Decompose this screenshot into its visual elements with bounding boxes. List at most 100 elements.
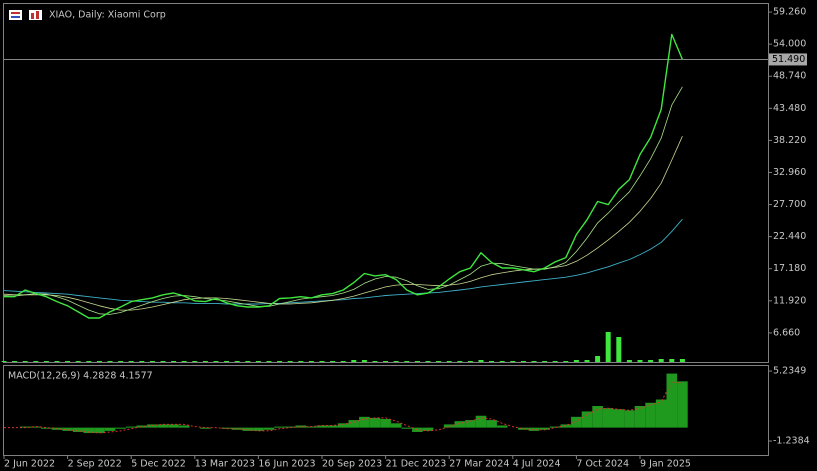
macd-bar [178, 425, 190, 428]
macd-bar [549, 426, 561, 428]
x-tick-label: 4 Jul 2024 [513, 459, 561, 470]
volume-bar [510, 361, 516, 362]
macd-bar [168, 424, 179, 428]
macd-bar [518, 427, 529, 430]
macd-bar [147, 424, 158, 428]
icon-part [11, 12, 20, 14]
volume-bar [626, 360, 632, 362]
price-line [3, 218, 683, 305]
volume-bar [531, 361, 537, 362]
volume-bar [563, 361, 569, 362]
y-tick-label: 59.260 [773, 7, 806, 18]
volume-bar [637, 360, 643, 362]
macd-bar [475, 415, 487, 428]
volume-bar [489, 361, 495, 362]
volume-bar [499, 361, 505, 362]
macd-bar [412, 427, 423, 432]
x-tick-label: 16 Jun 2023 [258, 459, 315, 470]
volume-bar [308, 361, 314, 362]
macd-bar [539, 427, 550, 430]
volume-bar [192, 361, 198, 362]
volume-bar [446, 361, 452, 362]
volume-bar [393, 361, 399, 362]
last-price-box [769, 53, 807, 66]
macd-bar [125, 426, 137, 428]
y-tick-label: 48.740 [773, 71, 806, 82]
volume-bar [330, 361, 336, 362]
volume-bar [573, 360, 579, 362]
y-tick-label: 27.700 [773, 199, 806, 210]
icon-part [31, 13, 34, 19]
volume-bar [213, 361, 219, 362]
macd-bar [253, 427, 264, 431]
volume-bar [658, 359, 664, 362]
volume-bar [605, 332, 611, 362]
volume-bar [128, 361, 134, 362]
price-line [3, 136, 683, 311]
volume-bar [266, 361, 272, 362]
signal-line [4, 381, 683, 434]
icon-part [11, 16, 20, 18]
volume-bar [54, 361, 60, 362]
y-tick-label: 54.000 [773, 39, 806, 50]
last-price-label: 51.490 [772, 54, 805, 65]
volume-bar [171, 361, 177, 362]
macd-bar [348, 420, 360, 428]
x-tick-label: 27 Mar 2024 [449, 459, 509, 470]
macd-bar [200, 427, 211, 429]
price-pane-frame [3, 3, 769, 363]
macd-bar [284, 426, 296, 428]
volume-bar [467, 361, 473, 362]
x-tick-label: 7 Oct 2024 [576, 459, 629, 470]
volume-bar [255, 361, 261, 362]
toolbar-icons [9, 10, 42, 20]
y-tick-label: 17.180 [773, 263, 806, 274]
macd-bar [634, 406, 646, 428]
chart-title: XIAO, Daily: Xiaomi Corp [49, 10, 166, 21]
volume-bar [224, 361, 230, 362]
y-tick-label: -1.2384 [773, 436, 810, 447]
macd-bar [327, 425, 338, 428]
y-tick-label: 22.440 [773, 231, 806, 242]
volume-bar [669, 359, 675, 362]
macd-bar [263, 427, 275, 430]
price-line [4, 33, 684, 319]
macd-bar [528, 427, 540, 431]
volume-bar [33, 361, 39, 362]
volume-bar [22, 361, 28, 362]
volume-bar [648, 360, 654, 362]
macd-bar [41, 427, 52, 429]
volume-bar [584, 360, 590, 362]
volume-bar [520, 361, 526, 362]
volume-bar [287, 361, 293, 362]
macd-bar [645, 402, 656, 428]
macd-bar [465, 420, 476, 428]
macd-bar [380, 418, 391, 428]
volume-bar [181, 361, 187, 362]
y-tick-label: 32.960 [773, 167, 806, 178]
y-tick-label: 6.660 [773, 327, 800, 338]
volume-bar [414, 361, 420, 362]
macd-bar [390, 423, 402, 428]
y-tick-label: 43.480 [773, 103, 806, 114]
x-tick-label: 5 Dec 2022 [131, 459, 186, 470]
volume-bar [12, 361, 18, 362]
x-tick-label: 20 Sep 2023 [322, 459, 382, 470]
icon [9, 10, 22, 20]
macd-bar [72, 427, 84, 432]
macd-bar [316, 425, 328, 428]
y-tick-label: 38.220 [773, 135, 806, 146]
macd-bar [666, 373, 678, 428]
macd-bar [655, 399, 667, 428]
x-tick-label: 13 Mar 2023 [195, 459, 255, 470]
macd-bar [581, 411, 593, 428]
volume-bar [139, 361, 145, 362]
volume-bar [298, 361, 304, 362]
x-tick-label: 2 Jun 2022 [4, 459, 55, 470]
macd-bar [486, 420, 497, 428]
icon [29, 10, 42, 20]
macd-bar [221, 427, 232, 429]
volume-bar [383, 361, 389, 362]
macd-bar [592, 406, 603, 428]
